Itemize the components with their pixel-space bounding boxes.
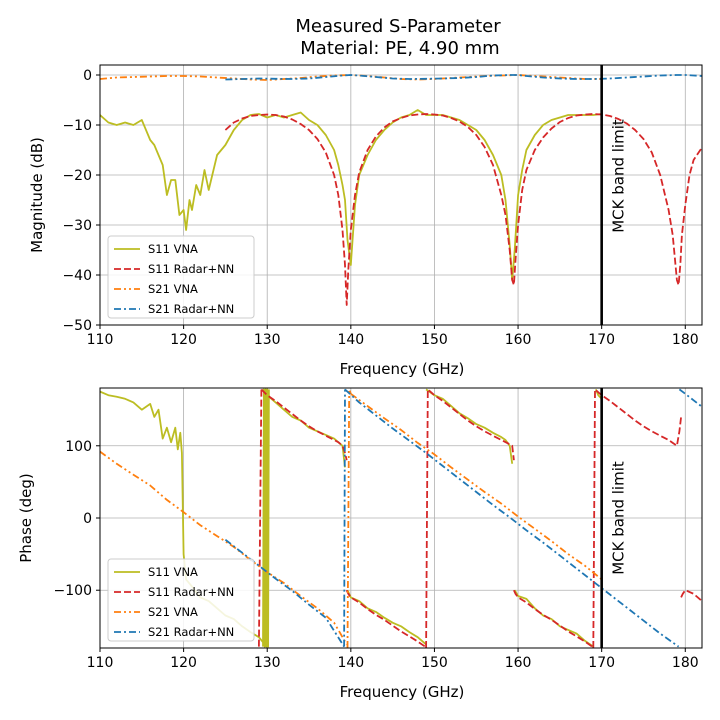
y-tick-label: −20 [62, 168, 92, 184]
y-tick-label: −40 [62, 268, 92, 284]
chart-title-line1: Measured S-Parameter [295, 16, 501, 37]
x-tick-label: 170 [588, 655, 615, 671]
y-tick-label: −100 [54, 583, 92, 599]
series-line [100, 109, 602, 281]
x-tick-label: 180 [672, 332, 699, 348]
series-s11-radar-nn [224, 113, 702, 306]
phase-x-axis-label: Frequency (GHz) [340, 683, 465, 701]
series-line [513, 589, 594, 648]
series-line [258, 388, 263, 647]
mag-frame [99, 64, 703, 326]
mag-x-axis-label: Frequency (GHz) [340, 360, 465, 378]
series-line [678, 388, 702, 408]
x-tick-label: 130 [254, 332, 281, 348]
x-tick-label: 160 [505, 655, 532, 671]
y-tick-label: 100 [65, 439, 92, 455]
legend-box [107, 558, 255, 642]
mag-series [100, 74, 702, 306]
band-limit-label: MCK band limit [610, 461, 628, 575]
y-tick-label: 0 [83, 68, 92, 84]
phase-legend: S11 VNA S11 Radar+NN S21 VNA S21 Radar+NN [107, 558, 255, 642]
series-s21-radar-nn [224, 388, 702, 648]
legend-label: S21 Radar+NN [148, 625, 234, 639]
x-tick-label: 130 [254, 655, 281, 671]
y-tick-label: 0 [83, 511, 92, 527]
series-line [343, 389, 346, 647]
x-tick-label: 120 [170, 655, 197, 671]
series-line [225, 74, 702, 81]
series-s21-vna [100, 388, 603, 648]
mag-y-axis-label: Magnitude (dB) [28, 137, 46, 253]
x-tick-label: 180 [672, 655, 699, 671]
legend-label: S11 Radar+NN [148, 585, 234, 599]
series-s11-vna [100, 109, 602, 281]
series-line [346, 388, 352, 648]
series-line [425, 388, 515, 648]
series-line [680, 589, 702, 602]
y-tick-label: −10 [62, 118, 92, 134]
x-tick-label: 160 [505, 332, 532, 348]
x-tick-label: 140 [337, 655, 364, 671]
series-line [262, 388, 270, 648]
series-line [346, 589, 427, 646]
series-line [350, 393, 603, 581]
legend-label: S21 VNA [148, 282, 198, 296]
legend-label: S11 Radar+NN [148, 262, 234, 276]
x-tick-label: 110 [87, 655, 114, 671]
x-tick-label: 120 [170, 332, 197, 348]
phase-series [100, 388, 702, 648]
series-line [344, 388, 680, 648]
legend-label: S21 Radar+NN [148, 302, 234, 316]
x-tick-label: 150 [421, 655, 448, 671]
series-line [260, 388, 348, 461]
x-tick-label: 140 [337, 332, 364, 348]
chart-title-line2: Material: PE, 4.90 mm [300, 38, 499, 59]
y-tick-label: −50 [62, 318, 92, 334]
series-line [345, 589, 427, 648]
series-line [592, 388, 682, 648]
legend-label: S11 VNA [148, 565, 198, 579]
series-line [513, 589, 594, 648]
y-tick-label: −30 [62, 218, 92, 234]
legend-label: S21 VNA [148, 605, 198, 619]
legend-box [107, 235, 255, 319]
series-s11-radar-nn [258, 388, 702, 648]
x-tick-label: 170 [588, 332, 615, 348]
series-line [224, 538, 345, 648]
series-s21-radar-nn [225, 74, 702, 81]
mag-legend: S11 VNA S11 Radar+NN S21 VNA S21 Radar+NN [107, 235, 255, 319]
magnitude-plot: MCK band limit 110 120 130 140 150 160 170 180 0 −… [28, 64, 703, 378]
series-line [425, 388, 514, 464]
x-tick-label: 150 [421, 332, 448, 348]
phase-plot: MCK band limit 110 120 130 140 150 160 170 180 10… [17, 387, 703, 701]
legend-label: S11 VNA [148, 242, 198, 256]
series-line [100, 450, 348, 645]
phase-y-axis-label: Phase (deg) [17, 473, 35, 563]
series-line [224, 113, 702, 306]
band-limit-label: MCK band limit [610, 119, 628, 233]
x-tick-label: 110 [87, 332, 114, 348]
